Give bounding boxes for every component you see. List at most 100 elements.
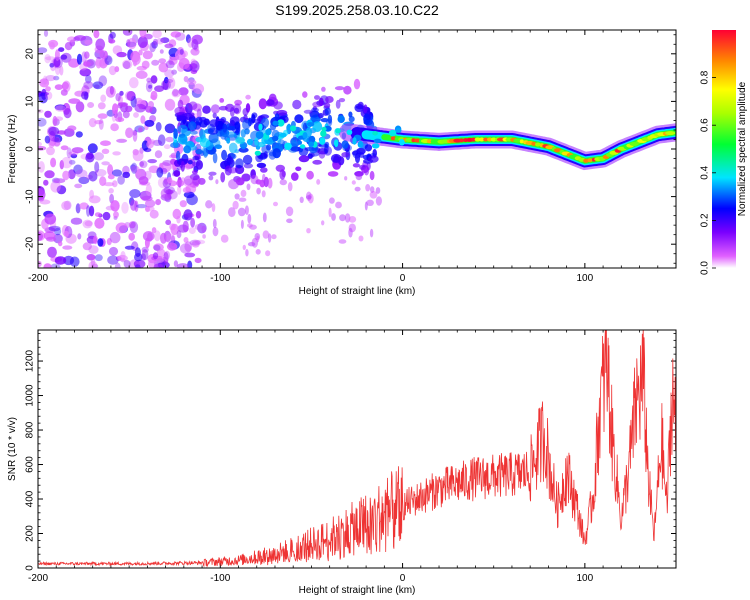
x-tick-label: -100 [210, 273, 230, 284]
ridge-core [302, 132, 308, 139]
spectrogram-cell [94, 217, 105, 229]
spectrogram-cell [163, 144, 171, 150]
spectrogram-cell [132, 130, 138, 142]
spectrogram-cell [58, 47, 65, 52]
spectrogram-cell [312, 159, 323, 165]
spectrogram-cell [67, 169, 76, 180]
spectrogram-cell [170, 31, 182, 38]
spectrogram-cell [44, 91, 53, 100]
spectrogram-cell [136, 204, 147, 209]
spectrogram-cell [188, 112, 195, 118]
spectrogram-cell [173, 128, 178, 139]
spectrogram-cell [97, 102, 106, 110]
ridge-core [371, 143, 380, 149]
spectrogram-cell [130, 199, 138, 211]
ridge-core [320, 129, 327, 138]
spectrogram-cell [48, 225, 61, 232]
spectrogram-cell [261, 190, 266, 198]
spectrogram-cell [199, 116, 207, 122]
ridge-core [333, 139, 339, 148]
spectrogram-cell [94, 212, 102, 218]
spectrogram-cell [44, 135, 51, 144]
spectrogram-cell [364, 144, 373, 152]
spectrogram-cell [125, 127, 134, 139]
spectrogram-cell [84, 51, 90, 59]
spectrogram-cell [233, 103, 242, 115]
spectrogram-cell [128, 232, 135, 241]
colorbar: 0.0 0.2 0.4 0.6 0.8 Normalized spectral ampl… [700, 30, 748, 275]
ridge-core [299, 144, 306, 149]
spectrogram-cell [63, 108, 72, 119]
spectrogram-cell [151, 59, 160, 66]
spectrogram-cell [134, 264, 141, 268]
y-tick-label: 1200 [25, 349, 36, 372]
spectrogram-cell [100, 140, 111, 146]
spectrogram-cell [191, 39, 199, 50]
spectrogram-cell [190, 48, 200, 56]
spectrogram-cell [73, 164, 83, 175]
spectrogram-cell [167, 77, 176, 89]
spectrogram-cell [341, 152, 350, 158]
spectrogram-cell [43, 179, 49, 186]
spectrogram-cell [163, 252, 169, 264]
spectrogram-cell [247, 223, 253, 228]
spectrogram-cell [173, 170, 181, 177]
spectrogram-cell [125, 105, 133, 113]
spectrogram-cell [93, 30, 100, 39]
spectrogram-cell [88, 195, 101, 204]
spectrogram-cell [56, 130, 67, 135]
spectrogram-cell [228, 207, 236, 218]
spectrogram-cell [153, 263, 164, 268]
spectrogram-cell [369, 228, 374, 238]
spectrogram-cell [242, 119, 251, 130]
spectrogram-cell [83, 81, 94, 90]
spectrogram-cell [251, 237, 258, 248]
spectrogram-cell [62, 170, 70, 181]
spectrogram-cell [212, 226, 219, 237]
spectrogram-cell [99, 176, 107, 187]
spectrogram-cell [144, 119, 155, 127]
spectrogram-cell [338, 98, 346, 103]
spectrogram-cell [188, 227, 196, 234]
spectrogram-cell [232, 200, 239, 210]
y-tick-label: 600 [25, 456, 36, 473]
spectrogram-cell [101, 161, 110, 166]
ridge-core [277, 119, 285, 127]
spectrogram-cell [52, 56, 63, 69]
spectrogram-cell [44, 54, 51, 64]
spectrogram-cell [137, 36, 148, 48]
spectrogram-cell [246, 138, 254, 146]
spectrogram-cell [38, 92, 48, 104]
spectrogram-cell [279, 169, 286, 181]
y-tick-label: 10 [25, 95, 36, 107]
ridge-core [474, 137, 481, 142]
spectrogram-cell [190, 217, 196, 228]
spectrogram-cell [226, 137, 231, 144]
spectrogram-cell [75, 169, 88, 178]
spectrogram-cell [87, 143, 98, 154]
spectrogram-cell [177, 115, 188, 121]
spectrogram-cell [242, 108, 249, 116]
spectrogram-cell [149, 209, 159, 219]
spectrogram-cell [375, 187, 381, 194]
spectrogram-cell [165, 233, 176, 244]
spectrogram-cell [71, 147, 84, 154]
spectrogram-cell [142, 50, 153, 60]
spectrogram-cell [107, 164, 114, 176]
spectrogram-cell [130, 162, 138, 174]
spectrogram-cell [154, 150, 163, 159]
spectrogram-cell [139, 30, 147, 38]
colorbar-tick-label: 0.8 [700, 70, 711, 84]
spectrogram-cell [141, 253, 146, 261]
spectrogram-cell [295, 166, 302, 172]
spectrogram-cell [272, 148, 282, 159]
spectrogram-cell [87, 102, 95, 108]
spectrogram-cell [64, 42, 73, 51]
ridge-core [337, 115, 345, 123]
spectrogram-x-label: Height of straight line (km) [299, 286, 416, 297]
spectrogram-cell [119, 90, 124, 96]
spectrogram-cell [122, 30, 133, 36]
spectrogram-cell [58, 241, 63, 247]
spectrogram-cell [205, 200, 213, 209]
